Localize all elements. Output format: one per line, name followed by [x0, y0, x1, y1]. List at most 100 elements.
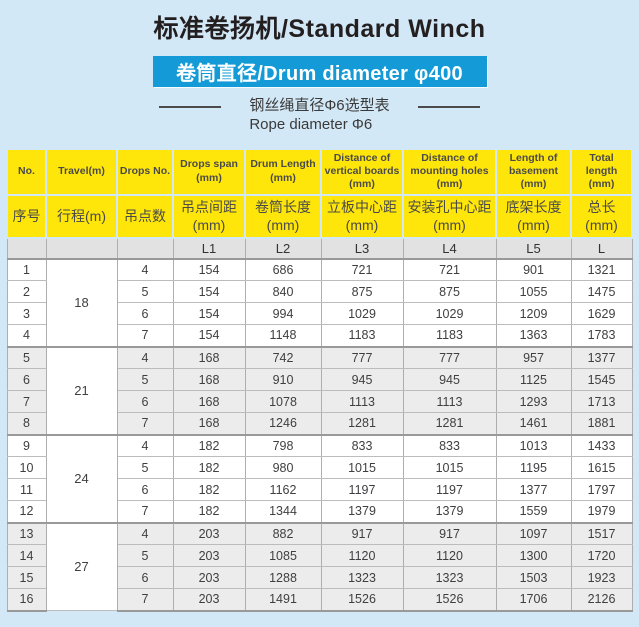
cell-no: 13 [6, 521, 47, 545]
cell-total: 1377 [570, 345, 633, 369]
cell-no: 15 [6, 566, 47, 589]
cell-drops-no: 4 [116, 257, 174, 281]
table-row: 13 27 4 203 882 917 917 1097 1517 [6, 521, 633, 611]
winch-selection-table: No. Travel(m) Drops No. Drops span (mm) Drum… [6, 147, 633, 612]
cell-total: 1475 [570, 280, 633, 303]
cell-drops-no: 6 [116, 302, 174, 325]
cell-l2: 994 [244, 302, 322, 325]
cell-l4: 1379 [402, 500, 497, 523]
cell-total: 1321 [570, 257, 633, 281]
cell-l1: 154 [172, 324, 246, 347]
header-cell-drops-no-code [116, 236, 174, 259]
header-row-zh: 序号 行程(m) 吊点数 吊点间距 (mm) 卷筒长度 (mm) 立板中心距 (mm) 安装… [6, 193, 633, 239]
cell-l2: 882 [244, 521, 322, 545]
cell-travel: 18 [45, 257, 118, 347]
cell-drops-no: 7 [116, 324, 174, 347]
header-cell-basement-code: L5 [495, 236, 572, 259]
cell-drops-no: 7 [116, 588, 174, 612]
cell-drops-no: 6 [116, 566, 174, 589]
cell-l2: 1078 [244, 390, 322, 413]
cell-l3: 1379 [320, 500, 404, 523]
cell-l2: 840 [244, 280, 322, 303]
cell-l2: 1085 [244, 544, 322, 567]
cell-drops-no: 7 [116, 412, 174, 435]
cell-l4: 1197 [402, 478, 497, 501]
cell-l2: 742 [244, 345, 322, 369]
cell-l1: 154 [172, 302, 246, 325]
cell-total: 1433 [570, 433, 633, 457]
cell-l3: 1029 [320, 302, 404, 325]
cell-no: 10 [6, 456, 47, 479]
cell-l1: 168 [172, 390, 246, 413]
header-cell-drops-span-en: Drops span (mm) [172, 147, 246, 196]
cell-drops-no: 6 [116, 478, 174, 501]
cell-l1: 203 [172, 588, 246, 612]
cell-l3: 833 [320, 433, 404, 457]
cell-l1: 154 [172, 280, 246, 303]
table-row: 11 6 182 1162 1197 1197 1377 1797 [6, 478, 633, 501]
header-cell-no-code [6, 236, 47, 259]
cell-l3: 917 [320, 521, 404, 545]
header-cell-mounting-holes-zh: 安装孔中心距 (mm) [402, 193, 497, 239]
header-cell-travel-code [45, 236, 118, 259]
header-cell-vertical-boards-code: L3 [320, 236, 404, 259]
cell-l5: 1055 [495, 280, 572, 303]
cell-l5: 1363 [495, 324, 572, 347]
header-cell-total-length-code: L [570, 236, 633, 259]
header-cell-no-zh: 序号 [6, 193, 47, 239]
cell-l1: 182 [172, 456, 246, 479]
cell-l2: 1148 [244, 324, 322, 347]
cell-l5: 901 [495, 257, 572, 281]
header-cell-vertical-boards-zh: 立板中心距 (mm) [320, 193, 404, 239]
cell-l5: 1461 [495, 412, 572, 435]
cell-no: 5 [6, 345, 47, 369]
cell-l5: 1559 [495, 500, 572, 523]
table-row: 12 7 182 1344 1379 1379 1559 1979 [6, 500, 633, 523]
header-cell-total-length-zh: 总长 (mm) [570, 193, 633, 239]
cell-total: 1881 [570, 412, 633, 435]
cell-l4: 1323 [402, 566, 497, 589]
header-row-code: L1 L2 L3 L4 L5 L [6, 236, 633, 259]
cell-l3: 777 [320, 345, 404, 369]
cell-no: 2 [6, 280, 47, 303]
cell-l2: 1246 [244, 412, 322, 435]
cell-total: 1720 [570, 544, 633, 567]
cell-l1: 182 [172, 478, 246, 501]
cell-l1: 168 [172, 412, 246, 435]
table-row: 7 6 168 1078 1113 1113 1293 1713 [6, 390, 633, 413]
header-cell-drum-length-zh: 卷筒长度 (mm) [244, 193, 322, 239]
cell-no: 7 [6, 390, 47, 413]
cell-no: 16 [6, 588, 47, 612]
cell-travel: 21 [45, 345, 118, 435]
cell-l5: 957 [495, 345, 572, 369]
cell-l2: 1288 [244, 566, 322, 589]
cell-no: 8 [6, 412, 47, 435]
cell-drops-no: 5 [116, 280, 174, 303]
rope-subtitle-en: Rope diameter Φ6 [249, 115, 373, 133]
cell-total: 1545 [570, 368, 633, 391]
cell-l1: 203 [172, 544, 246, 567]
cell-l5: 1195 [495, 456, 572, 479]
cell-l2: 798 [244, 433, 322, 457]
cell-no: 4 [6, 324, 47, 347]
cell-l4: 945 [402, 368, 497, 391]
header-cell-drops-span-code: L1 [172, 236, 246, 259]
header-cell-drops-no-en: Drops No. [116, 147, 174, 196]
cell-l2: 1344 [244, 500, 322, 523]
cell-travel: 24 [45, 433, 118, 523]
table-body: 1 18 4 154 686 721 721 901 1321 2 5 154 840 875 875 105… [6, 257, 633, 612]
divider-line-right [417, 106, 480, 108]
header-cell-basement-en: Length of basement (mm) [495, 147, 572, 196]
table-row: 15 6 203 1288 1323 1323 1503 1923 [6, 566, 633, 589]
table-row: 10 5 182 980 1015 1015 1195 1615 [6, 456, 633, 479]
header-cell-drum-length-code: L2 [244, 236, 322, 259]
table-row: 5 21 4 168 742 777 777 957 1377 [6, 345, 633, 435]
cell-total: 1629 [570, 302, 633, 325]
cell-l4: 721 [402, 257, 497, 281]
cell-no: 1 [6, 257, 47, 281]
cell-l5: 1503 [495, 566, 572, 589]
cell-drops-no: 7 [116, 500, 174, 523]
cell-no: 14 [6, 544, 47, 567]
cell-l3: 721 [320, 257, 404, 281]
